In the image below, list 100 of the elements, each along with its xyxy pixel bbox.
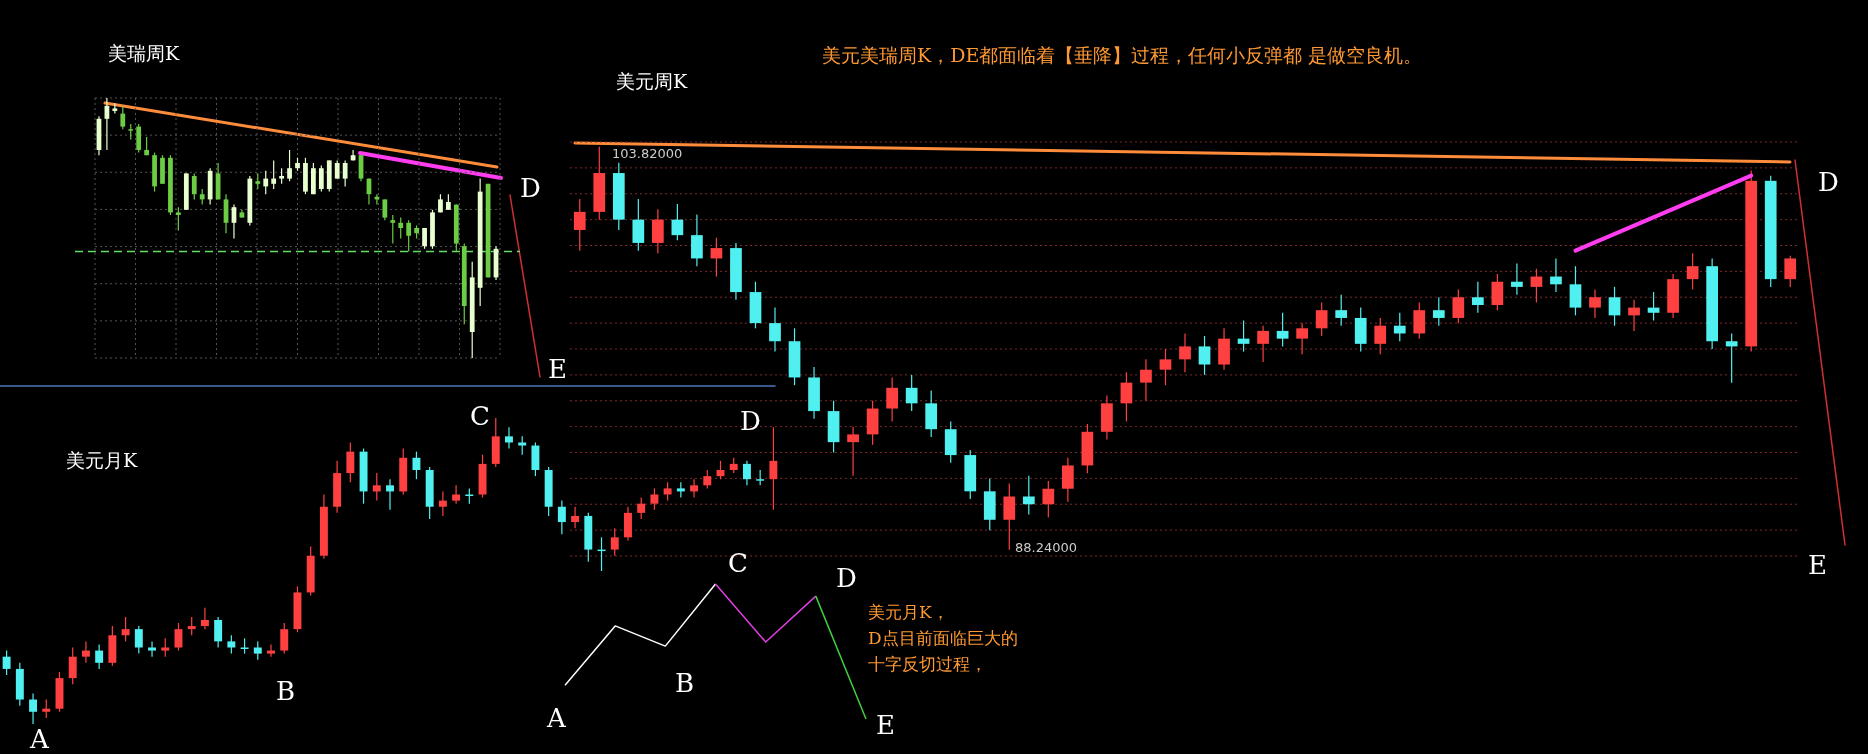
annotation: 美元月K， <box>868 602 949 622</box>
candlestick <box>412 451 421 480</box>
candlestick <box>1589 288 1601 319</box>
candlestick <box>1120 371 1133 423</box>
candlestick <box>1374 317 1387 355</box>
candlestick <box>42 698 51 719</box>
candlestick <box>280 622 289 655</box>
candlestick <box>334 159 340 180</box>
candlestick <box>271 159 277 190</box>
candlestick <box>136 123 142 154</box>
candlestick <box>571 506 580 529</box>
candlestick <box>1511 263 1523 296</box>
annotation: A <box>546 703 567 733</box>
candlestick <box>406 219 412 252</box>
annotation: C <box>470 401 490 431</box>
candlestick <box>174 622 183 652</box>
candlestick <box>1335 294 1348 327</box>
candlestick <box>120 105 126 130</box>
candlestick <box>200 607 209 630</box>
candlestick <box>557 500 566 535</box>
annotation: D <box>836 563 857 593</box>
candlestick <box>318 165 324 193</box>
candlestick <box>1159 348 1172 386</box>
candlestick <box>671 203 684 241</box>
annotation: 88.24000 <box>1015 540 1078 555</box>
candlestick <box>148 640 156 658</box>
candlestick <box>191 172 197 200</box>
candlestick <box>1393 312 1406 342</box>
text: D <box>1818 167 1839 197</box>
annotation: D点目前面临巨大的 <box>868 628 1018 648</box>
candlestick <box>1062 457 1074 503</box>
candlestick <box>372 472 381 502</box>
text: D <box>520 173 541 203</box>
candlestick <box>1042 480 1055 518</box>
candlestick <box>1022 475 1035 516</box>
candlestick <box>769 307 781 353</box>
candlestick <box>1628 299 1640 332</box>
annotation: B <box>675 668 695 698</box>
candlestick <box>1198 335 1211 376</box>
candlestick <box>1257 325 1269 363</box>
candlestick <box>1491 273 1504 311</box>
candlestick <box>121 616 130 642</box>
candlestick <box>287 149 292 182</box>
candlestick <box>342 159 348 187</box>
candlestick <box>1784 255 1797 288</box>
candlestick <box>710 237 723 278</box>
candlestick <box>632 198 645 252</box>
candlestick <box>1647 291 1660 322</box>
candlestick <box>1530 268 1543 304</box>
candlestick <box>452 484 461 505</box>
candlestick <box>386 478 394 511</box>
chart-title: 美瑞周K <box>108 42 180 64</box>
candlestick <box>703 469 712 489</box>
annotation: 十字反切过程， <box>868 654 987 674</box>
text: E <box>1808 550 1827 580</box>
candlestick <box>769 426 778 511</box>
candlestick <box>1296 322 1308 355</box>
candlestick <box>742 460 751 486</box>
candlestick <box>1432 296 1445 327</box>
candlestick <box>398 217 404 239</box>
candlestick <box>267 643 275 658</box>
candlestick <box>2 649 11 676</box>
candlestick <box>29 692 38 725</box>
candlestick <box>134 625 143 655</box>
annotation: C <box>728 548 748 578</box>
candlestick <box>637 496 646 520</box>
candlestick <box>263 170 269 195</box>
annotation: 103.82000 <box>612 146 683 161</box>
candlestick <box>95 643 104 670</box>
candlestick <box>1569 265 1582 316</box>
candlestick <box>68 646 77 685</box>
candlestick <box>518 435 527 456</box>
candlestick <box>1276 312 1289 348</box>
candlestick <box>573 198 586 252</box>
candlestick <box>663 481 672 502</box>
chart-title: 美元周K <box>616 70 688 92</box>
candlestick <box>690 478 699 499</box>
candlestick <box>227 634 236 655</box>
candlestick <box>1550 257 1562 293</box>
candlestick <box>346 441 355 483</box>
candlestick <box>505 426 513 450</box>
candlestick <box>422 227 427 250</box>
candlestick <box>390 214 396 245</box>
candlestick <box>438 490 447 517</box>
candlestick <box>905 374 918 412</box>
candlestick <box>176 206 181 232</box>
candlestick <box>1140 358 1152 402</box>
candlestick <box>1686 252 1699 291</box>
candlestick <box>1725 332 1738 384</box>
candlestick <box>691 213 703 267</box>
candlestick <box>253 640 262 661</box>
candlestick <box>1237 319 1250 353</box>
candlestick <box>847 426 859 477</box>
text: 美元美瑞周K，DE都面临着【垂降】过程，任何小反弹都 是做空良机。 <box>822 44 1423 66</box>
candlestick <box>1452 288 1465 324</box>
text: 美元月K <box>66 449 138 471</box>
candlestick <box>610 527 619 557</box>
candlestick <box>81 640 90 664</box>
text: E <box>548 354 567 384</box>
annotation: E <box>876 710 895 740</box>
